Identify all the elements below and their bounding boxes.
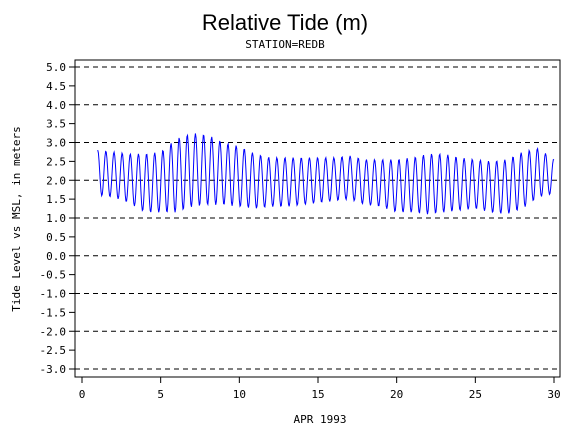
x-axis: 0 5 10 15 20 25 30	[79, 377, 561, 401]
y-tick-label: 1.5	[46, 193, 66, 206]
x-tick-label: 0	[79, 388, 86, 401]
y-tick-label: 5.0	[46, 61, 66, 74]
y-tick-label: 3.5	[46, 118, 66, 131]
y-axis: 5.0 4.5 4.0 3.5 3.0 2.5 2.0 1.5 1.0 0.5 0.0 -0.5 -1.…	[40, 61, 75, 376]
x-axis-label: APR 1993	[294, 413, 347, 426]
y-tick-label: -2.0	[40, 325, 67, 338]
x-tick-label: 20	[390, 388, 403, 401]
chart-title: Relative Tide (m)	[202, 10, 368, 35]
y-tick-label: 4.0	[46, 99, 66, 112]
y-tick-label: -0.5	[40, 269, 67, 282]
y-tick-label: 2.0	[46, 174, 66, 187]
x-tick-label: 10	[233, 388, 246, 401]
y-tick-label: -1.5	[40, 306, 67, 319]
gridlines	[75, 66, 560, 370]
plot-frame	[74, 59, 561, 378]
y-tick-label: 0.5	[46, 231, 66, 244]
tide-line	[97, 133, 555, 215]
y-tick-label: -3.0	[40, 363, 67, 376]
chart-subtitle: STATION=REDB	[245, 38, 325, 51]
y-tick-label: 2.5	[46, 155, 66, 168]
y-tick-label: -1.0	[40, 288, 67, 301]
y-tick-label: 0.0	[46, 250, 66, 263]
tide-series	[97, 133, 555, 215]
y-tick-label: 1.0	[46, 212, 66, 225]
y-tick-label: 4.5	[46, 80, 66, 93]
x-tick-label: 25	[469, 388, 482, 401]
y-axis-label: Tide Level vs MSL, in meters	[10, 126, 23, 311]
x-tick-label: 30	[547, 388, 560, 401]
y-tick-label: 3.0	[46, 137, 66, 150]
y-tick-label: -2.5	[40, 344, 67, 357]
x-tick-label: 15	[311, 388, 324, 401]
x-tick-label: 5	[157, 388, 164, 401]
